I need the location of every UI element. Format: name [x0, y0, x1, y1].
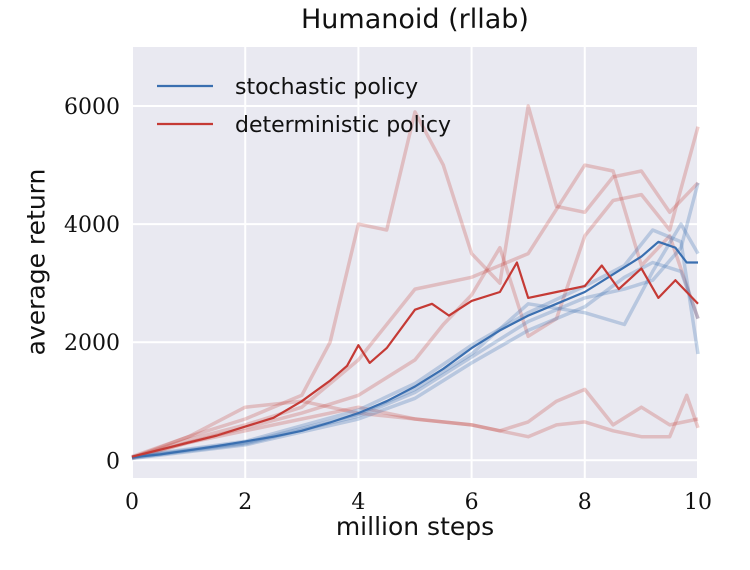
x-tick-label: 8 [578, 490, 592, 515]
legend-label: stochastic policy [235, 75, 418, 100]
stochastic-seed-line [131, 228, 700, 459]
plot-background [132, 47, 698, 478]
y-tick-label: 4000 [64, 213, 120, 238]
y-tick-label: 2000 [64, 331, 120, 356]
deterministic-mean-line [131, 261, 699, 458]
deterministic-seed-line [131, 163, 700, 459]
legend-label: deterministic policy [235, 113, 451, 138]
y-tick-label: 6000 [64, 95, 120, 120]
y-tick-label: 0 [106, 449, 120, 474]
x-tick-label: 6 [465, 490, 479, 515]
stochastic-mean-line [131, 240, 698, 459]
deterministic-seed-line [131, 387, 699, 459]
x-tick-label: 0 [125, 490, 139, 515]
deterministic-seed-line [131, 393, 700, 461]
x-axis-label: million steps [335, 512, 495, 541]
x-tick-label: 4 [351, 490, 365, 515]
stochastic-seed-line [131, 260, 700, 461]
chart-title: Humanoid (rllab) [301, 4, 529, 35]
x-tick-label: 10 [684, 490, 712, 515]
x-tick-label: 2 [238, 490, 252, 515]
deterministic-seed-line [131, 104, 700, 460]
deterministic-seed-line [131, 126, 700, 459]
stochastic-seed-line [131, 222, 700, 460]
